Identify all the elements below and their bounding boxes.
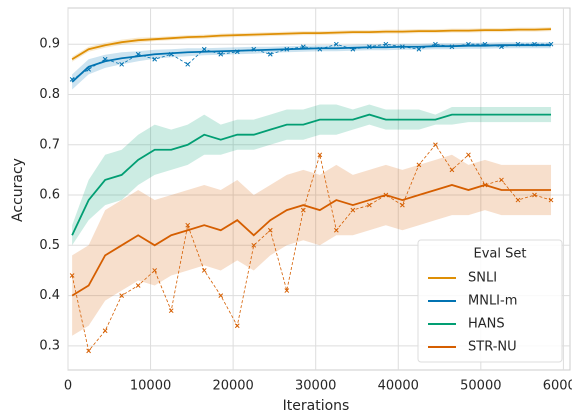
run-marker <box>102 328 108 334</box>
y-tick-label: 0.6 <box>39 188 60 203</box>
run-marker <box>449 167 455 173</box>
run-marker <box>416 162 422 168</box>
run-marker <box>218 293 224 298</box>
series-line <box>71 184 552 297</box>
confidence-band <box>72 154 552 336</box>
run-marker <box>416 46 422 52</box>
series-line <box>71 28 552 61</box>
run-marker <box>284 288 290 293</box>
run-marker <box>383 41 389 47</box>
run-marker <box>433 142 438 148</box>
x-tick-label: 10000 <box>130 379 171 394</box>
run-marker <box>466 152 471 158</box>
legend-label: SNLI <box>468 271 497 286</box>
x-tick-label: 60000 <box>543 379 572 394</box>
y-tick-label: 0.4 <box>39 288 60 303</box>
run-marker <box>251 242 257 248</box>
x-tick-label: 50000 <box>460 379 501 394</box>
run-marker <box>317 152 323 158</box>
y-tick-label: 0.5 <box>39 238 60 253</box>
legend-label: MNLI-m <box>468 294 517 309</box>
legend-label: HANS <box>468 317 505 332</box>
run-marker <box>69 273 75 278</box>
run-marker <box>201 268 207 273</box>
confidence-band <box>72 27 552 62</box>
x-tick-label: 20000 <box>212 379 253 394</box>
run-marker <box>499 177 504 183</box>
run-marker <box>185 222 191 228</box>
run-marker <box>218 51 224 57</box>
x-axis-label: Iterations <box>283 398 350 414</box>
run-marker <box>367 202 372 208</box>
run-marker <box>333 227 339 233</box>
run-marker <box>119 61 125 67</box>
run-marker <box>86 348 91 354</box>
confidence-band <box>72 42 552 90</box>
y-tick-label: 0.3 <box>39 338 60 353</box>
y-tick-label: 0.7 <box>39 137 60 152</box>
legend-box <box>417 239 563 363</box>
run-marker <box>267 227 273 233</box>
x-tick-label: 30000 <box>295 379 336 394</box>
x-tick-label: 0 <box>64 379 72 394</box>
y-tick-label: 0.9 <box>39 37 60 52</box>
run-marker <box>185 61 191 67</box>
run-marker <box>135 283 141 288</box>
y-axis-label: Accuracy <box>10 158 26 222</box>
run-marker <box>168 308 174 314</box>
run-marker <box>350 207 356 213</box>
run-marker <box>201 46 207 52</box>
x-tick-label: 40000 <box>378 379 419 394</box>
y-tick-label: 0.8 <box>39 87 60 102</box>
run-marker <box>548 197 554 203</box>
run-marker <box>119 293 125 298</box>
legend-label: STR-NU <box>468 340 517 355</box>
series-line <box>71 113 552 236</box>
run-marker <box>300 207 306 213</box>
run-marker <box>532 192 537 198</box>
confidence-band <box>72 104 552 246</box>
run-line <box>71 144 552 352</box>
run-marker <box>267 51 273 57</box>
series-line <box>71 44 552 83</box>
legend-title: Eval Set <box>474 247 527 262</box>
run-marker <box>400 202 405 208</box>
run-marker <box>152 56 158 62</box>
run-marker <box>333 41 339 47</box>
run-marker <box>152 268 158 273</box>
run-marker <box>234 323 240 329</box>
run-marker <box>515 197 521 203</box>
